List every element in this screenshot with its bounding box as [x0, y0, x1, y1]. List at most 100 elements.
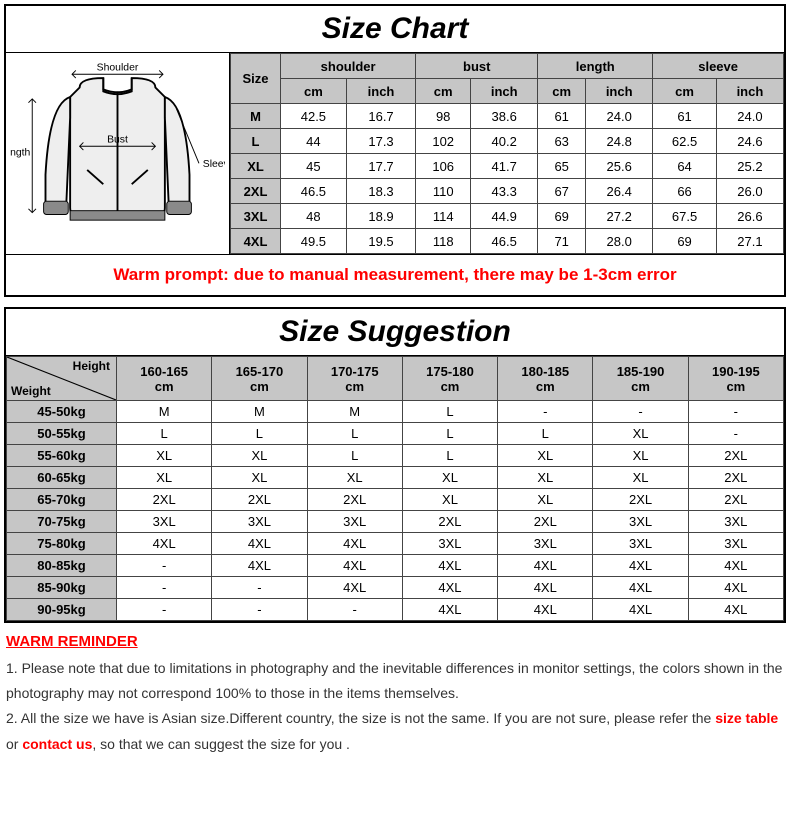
table-unit-row: cminchcminchcminchcminch	[231, 79, 784, 104]
size-chart-body: Shoulder Length	[6, 53, 784, 254]
cell: 2XL	[402, 511, 497, 533]
cell: XL	[402, 467, 497, 489]
cell: 16.7	[346, 104, 415, 129]
cell: 4XL	[688, 555, 783, 577]
col-bust: bust	[416, 54, 538, 79]
size-chart-title: Size Chart	[6, 6, 784, 53]
cell: 71	[538, 229, 586, 254]
height-header: 190-195cm	[688, 357, 783, 401]
reminder-text-span: or	[6, 736, 22, 752]
unit-header: inch	[346, 79, 415, 104]
size-suggestion-table: Height Weight 160-165cm165-170cm170-175c…	[6, 356, 784, 621]
cell: 45	[281, 154, 347, 179]
height-header: 180-185cm	[498, 357, 593, 401]
table-row: 85-90kg--4XL4XL4XL4XL4XL	[7, 577, 784, 599]
cell: 48	[281, 204, 347, 229]
cell: 4XL	[498, 577, 593, 599]
cell: 2XL	[688, 489, 783, 511]
warm-prompt: Warm prompt: due to manual measurement, …	[6, 254, 784, 295]
cell: M	[212, 401, 307, 423]
cell: 17.3	[346, 129, 415, 154]
cell: 3XL	[307, 511, 402, 533]
table-row: 60-65kgXLXLXLXLXLXL2XL	[7, 467, 784, 489]
cell: 19.5	[346, 229, 415, 254]
cell: 17.7	[346, 154, 415, 179]
cell: XL	[498, 445, 593, 467]
table-row: 90-95kg---4XL4XL4XL4XL	[7, 599, 784, 621]
cell: 4XL	[231, 229, 281, 254]
corner-height-label: Height	[73, 359, 110, 373]
table-header-row: Size shoulder bust length sleeve	[231, 54, 784, 79]
cell: 26.6	[716, 204, 783, 229]
corner-weight-label: Weight	[11, 384, 51, 398]
table-row: M42.516.79838.66124.06124.0	[231, 104, 784, 129]
table-row: 4XL49.519.511846.57128.06927.1	[231, 229, 784, 254]
cell: 61	[538, 104, 586, 129]
col-length: length	[538, 54, 653, 79]
cell: XL	[307, 467, 402, 489]
table-row: 80-85kg-4XL4XL4XL4XL4XL4XL	[7, 555, 784, 577]
height-header: 160-165cm	[117, 357, 212, 401]
weight-header: 55-60kg	[7, 445, 117, 467]
cell: 41.7	[471, 154, 538, 179]
cell: L	[212, 423, 307, 445]
warm-reminder-heading: WARM REMINDER	[6, 633, 784, 650]
col-sleeve: sleeve	[653, 54, 784, 79]
cell: 3XL	[117, 511, 212, 533]
cell: 4XL	[117, 533, 212, 555]
reminder-paragraph-2: 2. All the size we have is Asian size.Di…	[6, 706, 784, 756]
cell: 4XL	[593, 599, 688, 621]
cell: 4XL	[307, 577, 402, 599]
cell: 24.8	[586, 129, 653, 154]
weight-header: 60-65kg	[7, 467, 117, 489]
height-header: 170-175cm	[307, 357, 402, 401]
size-suggestion-panel: Size Suggestion Height Weight 160-165cm1…	[4, 307, 786, 623]
table-row: 70-75kg3XL3XL3XL2XL2XL3XL3XL	[7, 511, 784, 533]
size-table-link[interactable]: size table	[715, 710, 778, 726]
cell: 25.6	[586, 154, 653, 179]
cell: 4XL	[402, 555, 497, 577]
cell: 26.0	[716, 179, 783, 204]
corner-cell: Height Weight	[7, 357, 117, 401]
cell: 98	[416, 104, 471, 129]
unit-header: inch	[586, 79, 653, 104]
cell: -	[212, 599, 307, 621]
cell: 4XL	[498, 555, 593, 577]
cell: 18.9	[346, 204, 415, 229]
cell: 49.5	[281, 229, 347, 254]
height-header: 165-170cm	[212, 357, 307, 401]
weight-header: 90-95kg	[7, 599, 117, 621]
cell: XL	[117, 467, 212, 489]
cell: 114	[416, 204, 471, 229]
cell: L	[498, 423, 593, 445]
svg-text:Bust: Bust	[107, 134, 128, 145]
weight-header: 45-50kg	[7, 401, 117, 423]
cell: 4XL	[212, 533, 307, 555]
cell: 2XL	[307, 489, 402, 511]
cell: 66	[653, 179, 717, 204]
size-chart-panel: Size Chart Shoulder Length	[4, 4, 786, 297]
cell: 42.5	[281, 104, 347, 129]
unit-header: cm	[538, 79, 586, 104]
cell: 2XL	[498, 511, 593, 533]
table-row: 55-60kgXLXLLLXLXL2XL	[7, 445, 784, 467]
cell: 62.5	[653, 129, 717, 154]
cell: XL	[498, 467, 593, 489]
col-size: Size	[231, 54, 281, 104]
cell: 24.0	[716, 104, 783, 129]
cell: 44.9	[471, 204, 538, 229]
cell: XL	[498, 489, 593, 511]
table-row: L4417.310240.26324.862.524.6	[231, 129, 784, 154]
cell: 3XL	[688, 511, 783, 533]
cell: -	[593, 401, 688, 423]
height-header: 175-180cm	[402, 357, 497, 401]
contact-us-link[interactable]: contact us	[22, 736, 92, 752]
size-suggestion-title: Size Suggestion	[6, 309, 784, 356]
cell: 3XL	[593, 511, 688, 533]
svg-text:Shoulder: Shoulder	[97, 62, 139, 73]
cell: 3XL	[212, 511, 307, 533]
size-chart-table: Size shoulder bust length sleeve cminchc…	[230, 53, 784, 254]
cell: L	[117, 423, 212, 445]
cell: 118	[416, 229, 471, 254]
weight-header: 50-55kg	[7, 423, 117, 445]
